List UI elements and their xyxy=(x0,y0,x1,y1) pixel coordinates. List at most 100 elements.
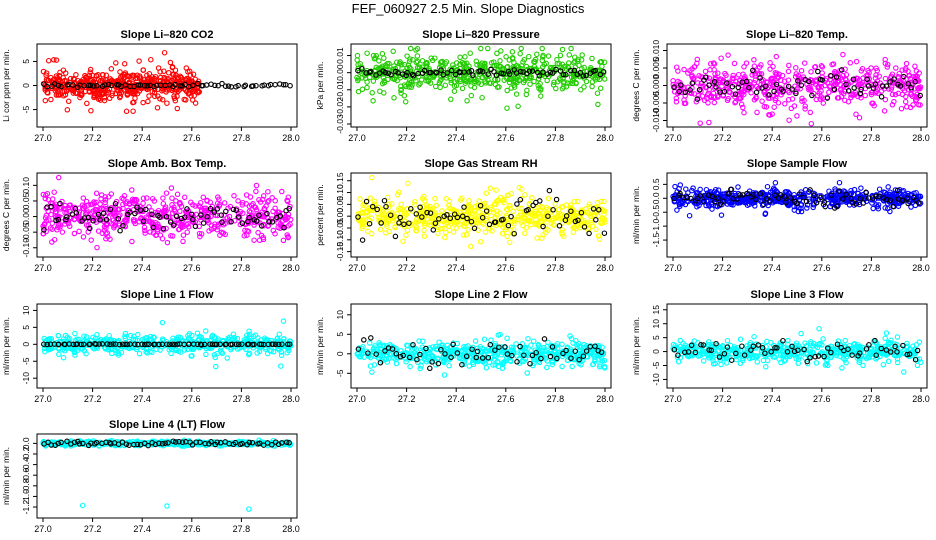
data-point-reference xyxy=(41,227,47,233)
y-tick-label: 0.5 xyxy=(651,178,661,190)
data-point-all xyxy=(812,63,819,70)
data-point-all xyxy=(568,45,574,52)
data-point-reference xyxy=(789,86,795,92)
data-point-all xyxy=(912,63,918,70)
data-point-all xyxy=(265,188,271,195)
data-point-reference xyxy=(70,82,76,88)
data-point-all xyxy=(71,230,78,237)
data-point-all xyxy=(889,91,896,98)
data-point-reference xyxy=(107,206,114,213)
data-point-all xyxy=(136,350,143,357)
x-tick-label: 27.0 xyxy=(348,133,366,143)
data-point-all xyxy=(407,56,413,62)
x-tick-label: 27.2 xyxy=(84,394,102,404)
x-tick-label: 28.0 xyxy=(282,394,300,404)
data-point-all xyxy=(429,57,436,64)
data-point-all xyxy=(108,66,115,72)
data-point-reference xyxy=(795,78,801,84)
data-point-all xyxy=(793,65,799,71)
data-point-all xyxy=(912,73,919,80)
data-point-all xyxy=(814,92,821,99)
data-point-all xyxy=(589,79,596,85)
data-point-all xyxy=(369,90,375,96)
data-point-reference xyxy=(689,80,696,86)
data-point-reference xyxy=(912,78,919,85)
data-point-all xyxy=(767,60,773,66)
data-point-reference xyxy=(721,88,728,95)
figure-title: FEF_060927 2.5 Min. Slope Diagnostics xyxy=(351,1,585,16)
data-point-all xyxy=(589,55,595,62)
data-point-all xyxy=(483,190,490,196)
data-point-all xyxy=(105,90,112,96)
data-point-all xyxy=(698,80,705,87)
x-tick-label: 28.0 xyxy=(282,133,300,143)
data-point-all xyxy=(691,91,698,97)
data-point-all xyxy=(59,229,66,235)
data-point-all xyxy=(808,69,814,75)
data-point-all xyxy=(404,227,411,234)
data-point-all xyxy=(410,56,416,63)
x-tick-label: 27.4 xyxy=(133,394,151,404)
data-point-all xyxy=(398,86,405,93)
data-point-all xyxy=(398,201,404,207)
data-point-all xyxy=(275,220,281,226)
y-tick-label: 5 xyxy=(21,325,31,330)
data-point-all xyxy=(196,223,202,230)
data-point-all xyxy=(559,341,565,348)
data-point-reference xyxy=(905,81,911,87)
data-point-all xyxy=(708,94,715,101)
data-point-all xyxy=(764,183,771,190)
data-point-all xyxy=(168,206,175,212)
y-axis-label: degrees C per min. xyxy=(1,179,11,251)
data-point-all xyxy=(174,93,180,100)
data-point-reference xyxy=(115,216,122,222)
data-point-all xyxy=(177,208,183,215)
data-point-all xyxy=(491,62,497,69)
data-point-all xyxy=(98,192,105,198)
data-point-all xyxy=(144,195,150,201)
data-point-all xyxy=(414,45,421,52)
data-point-all xyxy=(566,52,573,58)
data-point-all xyxy=(43,192,49,199)
data-point-all xyxy=(401,61,408,68)
data-point-all xyxy=(63,88,70,95)
data-point-all xyxy=(601,76,608,82)
data-point-reference xyxy=(100,210,107,217)
data-point-all xyxy=(364,79,370,85)
data-point-all xyxy=(551,79,557,86)
data-point-all xyxy=(62,209,68,216)
data-point-all xyxy=(534,235,540,241)
data-point-reference xyxy=(546,187,553,194)
data-point-all xyxy=(414,58,421,65)
data-point-reference xyxy=(143,206,149,213)
data-point-all xyxy=(698,88,704,94)
data-point-reference xyxy=(132,210,138,217)
data-points xyxy=(670,179,924,219)
data-point-reference xyxy=(583,72,589,79)
data-point-reference xyxy=(850,76,857,82)
x-tick-label: 27.2 xyxy=(398,263,416,273)
data-point-all xyxy=(60,75,66,81)
data-point-all xyxy=(268,216,275,222)
data-point-reference xyxy=(157,214,163,220)
data-point-all xyxy=(159,96,166,103)
data-point-all xyxy=(280,237,287,244)
data-point-all xyxy=(403,358,409,365)
data-point-all xyxy=(192,100,199,106)
data-point-reference xyxy=(891,76,897,82)
plot-frame xyxy=(666,172,928,258)
data-point-all xyxy=(710,60,717,66)
data-point-all xyxy=(391,95,397,101)
data-point-all xyxy=(559,363,565,370)
data-point-all xyxy=(94,244,100,251)
data-point-all xyxy=(820,100,827,106)
data-point-all xyxy=(116,94,123,101)
data-point-all xyxy=(466,198,472,204)
data-point-all xyxy=(153,232,159,238)
data-point-reference xyxy=(580,73,587,79)
data-point-all xyxy=(559,46,566,53)
data-point-reference xyxy=(272,81,278,88)
data-point-all xyxy=(736,95,742,102)
data-point-all xyxy=(858,185,864,191)
